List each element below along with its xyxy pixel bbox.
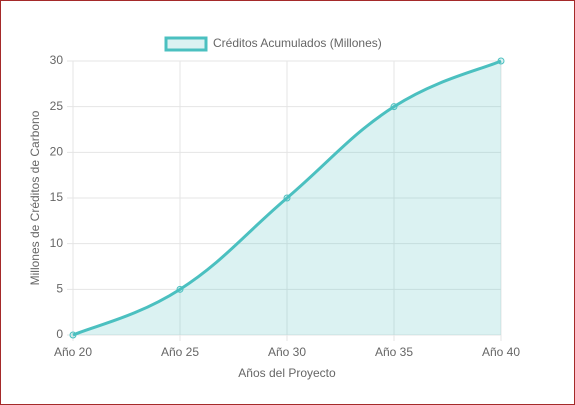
point [176,285,184,293]
y-tick-label: 15 [50,190,64,204]
point [283,194,291,202]
point [69,331,77,339]
x-tick-label: Año 20 [54,345,92,359]
x-tick-label: Año 40 [482,345,520,359]
y-tick-label: 10 [50,236,64,250]
y-tick-label: 20 [50,145,64,159]
line [72,59,502,337]
y-axis-title: Millones de Créditos de Carbono [28,110,42,285]
y-tick-label: 5 [56,282,63,296]
y-tick-label: 30 [50,53,64,67]
point [390,103,398,111]
x-tick-label: Año 30 [268,345,306,359]
legend-label: Créditos Acumulados (Millones) [213,36,382,50]
x-tick-label: Año 25 [161,345,199,359]
x-axis-title: Años del Proyecto [238,366,336,380]
point [497,57,505,65]
legend-swatch [164,36,208,52]
y-tick-label: 0 [56,327,63,341]
x-tick-label: Año 35 [375,345,413,359]
y-tick-label: 25 [50,99,64,113]
